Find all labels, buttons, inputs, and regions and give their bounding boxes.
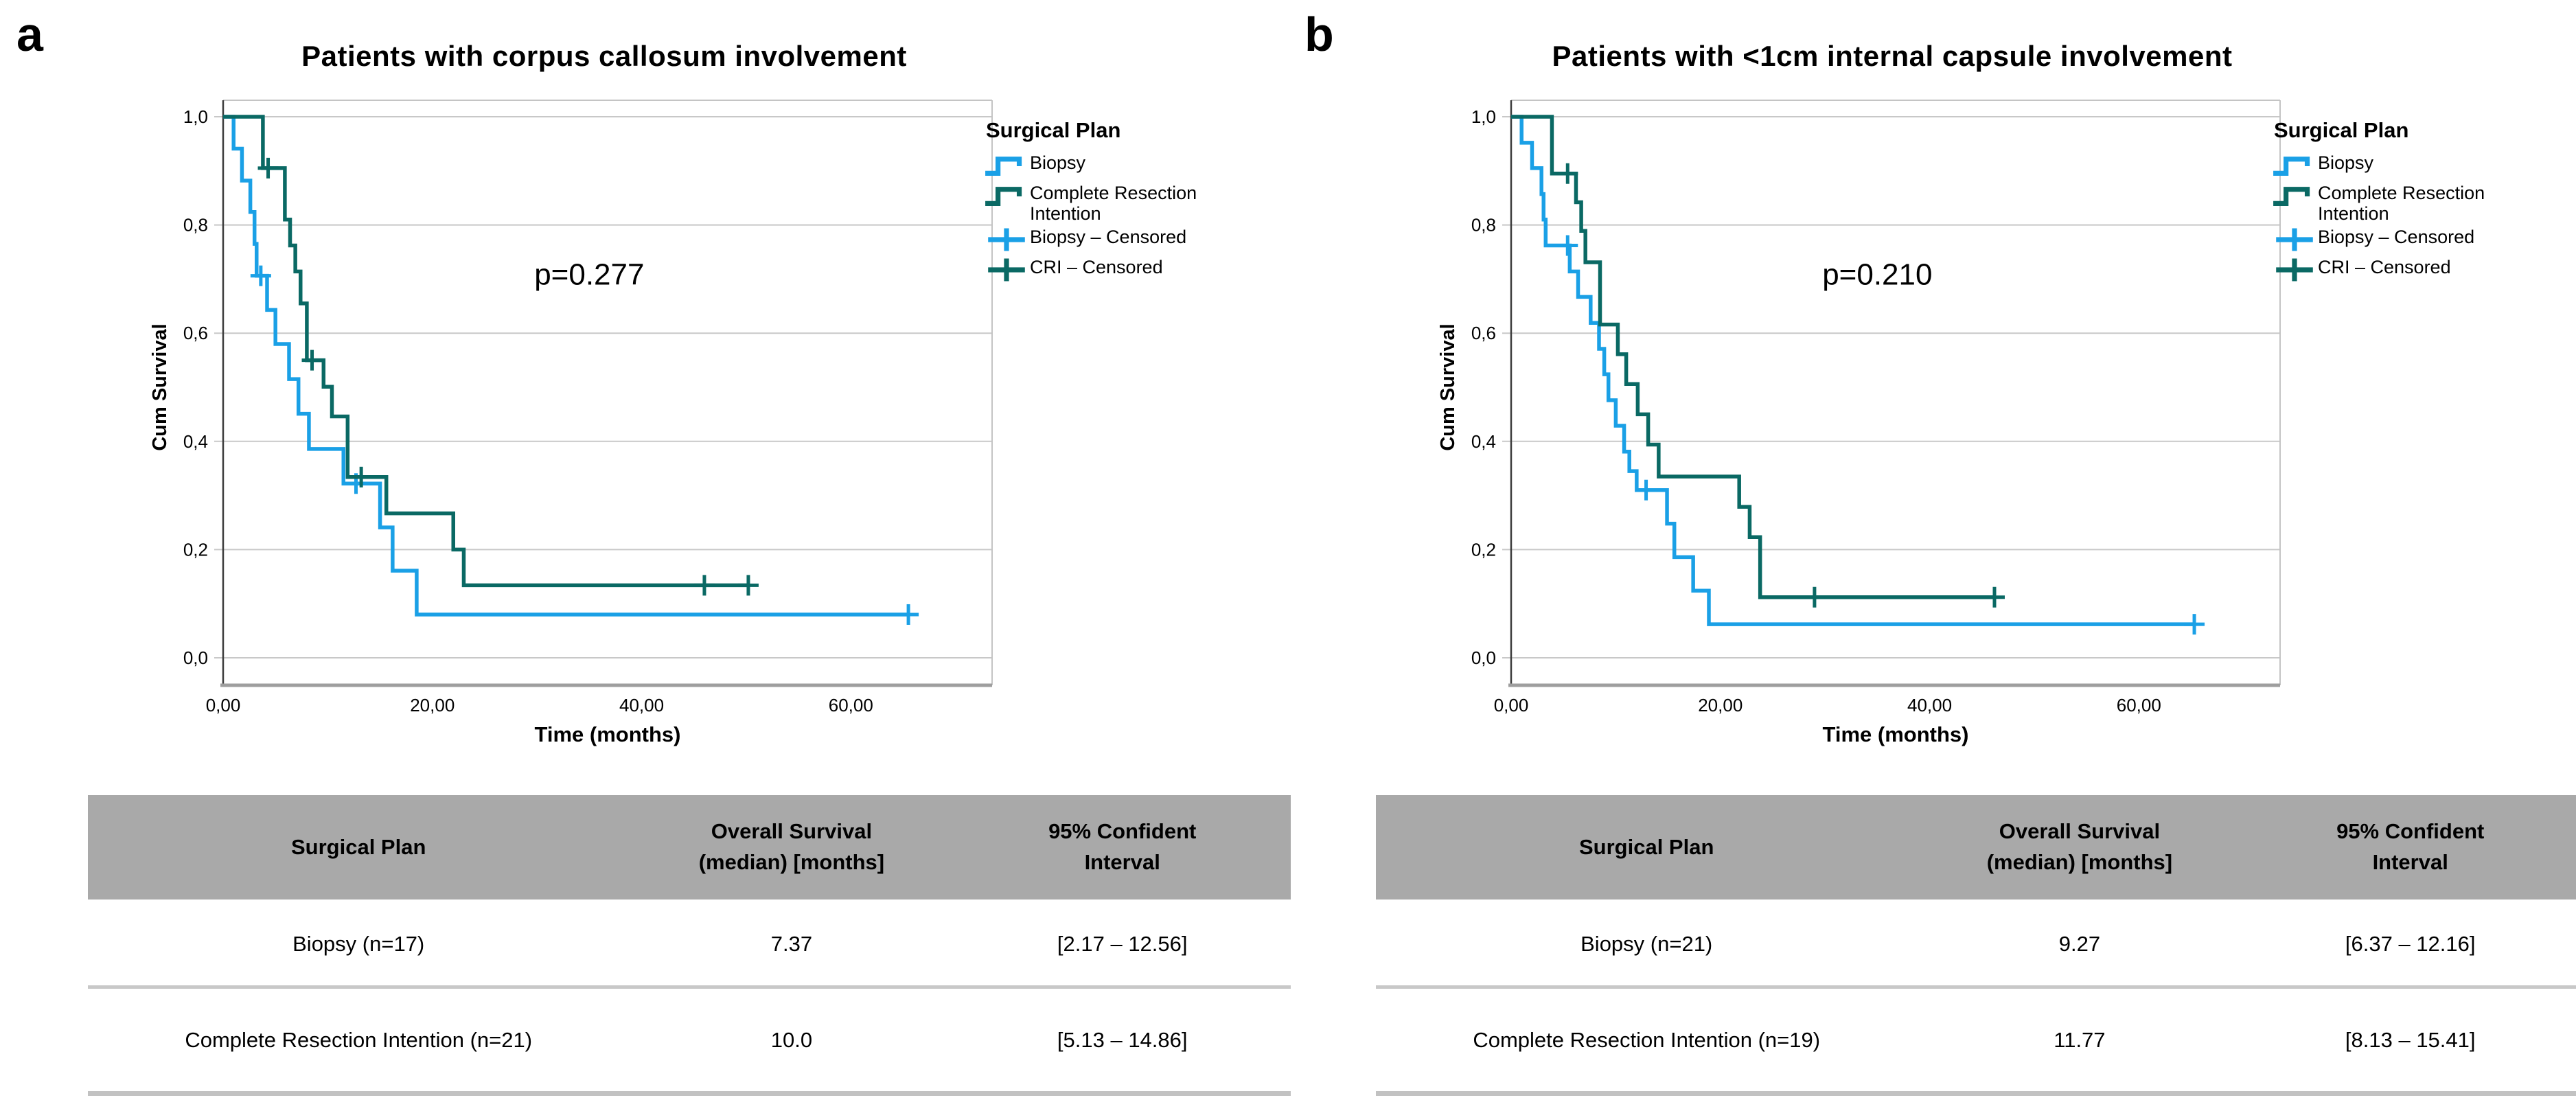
header-confidence-interval: 95% Confident Interval xyxy=(954,795,1291,902)
y-tick-label: 0,8 xyxy=(1471,215,1496,236)
km-chart-b: 0,0 0,2 0,4 0,6 0,8 1,0 0,00 20,00 40,00 60,00 Tim… xyxy=(1437,100,2281,746)
km-curve xyxy=(223,115,909,617)
km-curve xyxy=(1511,115,2195,626)
x-tick-label: 20,00 xyxy=(1698,695,1743,715)
legend-item-cri: Complete Resection Intention xyxy=(983,183,1278,224)
legend-item-biopsy: Biopsy xyxy=(983,152,1278,180)
x-tick-label: 0,00 xyxy=(206,695,241,715)
panel-b: b Patients with <1cm internal capsule in… xyxy=(1288,0,2576,1100)
x-tick-label: 0,00 xyxy=(1494,695,1529,715)
table-row-cri: Complete Resection Intention (n=21) 10.0… xyxy=(88,985,1291,1094)
header-confidence-interval: 95% Confident Interval xyxy=(2242,795,2576,902)
x-tick-label: 20,00 xyxy=(410,695,455,715)
cell-plan: Complete Resection Intention (n=19) xyxy=(1376,985,1918,1094)
panel-a: a Patients with corpus callosum involvem… xyxy=(16,8,1291,1096)
km-chart-a: 0,0 0,2 0,4 0,6 0,8 1,0 0,00 20,00 40,00 60,00 Tim… xyxy=(149,100,993,746)
y-tick-label: 0,0 xyxy=(1471,648,1496,668)
cell-median-os: 10.0 xyxy=(629,985,954,1094)
biopsy-censored-plus-icon xyxy=(2276,228,2313,251)
table-header-row: Surgical Plan Overall Survival (median) … xyxy=(1376,795,2576,902)
x-tick-label: 60,00 xyxy=(829,695,873,715)
cell-ci: [5.13 – 14.86] xyxy=(954,985,1291,1094)
legend-item-label: Complete Resection Intention xyxy=(1030,183,1197,225)
y-axis-title: Cum Survival xyxy=(1437,323,1459,450)
cri-censored-plus-icon xyxy=(2276,258,2313,282)
panel-a-chart-title: Patients with corpus callosum involvemen… xyxy=(301,40,907,72)
biopsy-step-line-icon xyxy=(2273,157,2310,176)
legend-a: Surgical Plan Biopsy Complete Resection … xyxy=(983,118,1278,287)
x-tick-label: 40,00 xyxy=(1907,695,1952,715)
survival-table-a: Surgical Plan Overall Survival (median) … xyxy=(88,795,1291,1096)
cell-ci: [6.37 – 12.16] xyxy=(2242,900,2576,987)
header-overall-survival: Overall Survival (median) [months] xyxy=(629,795,954,902)
legend-item-label: CRI – Censored xyxy=(2318,257,2451,278)
legend-item-biopsy-censored: Biopsy – Censored xyxy=(983,227,1278,254)
legend-b: Surgical Plan Biopsy Complete Resection … xyxy=(2271,118,2566,287)
x-axis-title: Time (months) xyxy=(535,722,681,746)
cell-ci: [2.17 – 12.56] xyxy=(954,900,1291,987)
y-tick-label: 0,6 xyxy=(183,323,208,343)
panel-a-letter: a xyxy=(16,8,43,61)
legend-item-label: Biopsy xyxy=(1030,152,1086,173)
cell-plan: Complete Resection Intention (n=21) xyxy=(88,985,630,1094)
km-curve xyxy=(223,115,748,588)
header-surgical-plan: Surgical Plan xyxy=(1376,795,1918,902)
legend-item-label: Complete Resection Intention xyxy=(2318,183,2485,225)
legend-item-cri: Complete Resection Intention xyxy=(2271,183,2566,224)
y-tick-label: 0,2 xyxy=(1471,539,1496,560)
y-tick-label: 0,8 xyxy=(183,215,208,236)
p-value-annotation: p=0.210 xyxy=(1822,257,1932,291)
table-row-cri: Complete Resection Intention (n=19) 11.7… xyxy=(1376,985,2576,1094)
x-tick-label: 60,00 xyxy=(2117,695,2161,715)
legend-title: Surgical Plan xyxy=(986,118,1121,142)
legend-item-label: Biopsy xyxy=(2318,152,2374,173)
cri-censored-plus-icon xyxy=(988,258,1025,282)
y-tick-label: 0,2 xyxy=(183,539,208,560)
p-value-annotation: p=0.277 xyxy=(534,257,644,291)
cell-median-os: 7.37 xyxy=(629,900,954,987)
cell-ci: [8.13 – 15.41] xyxy=(2242,985,2576,1094)
x-axis-title: Time (months) xyxy=(1823,722,1969,746)
biopsy-censored-plus-icon xyxy=(988,228,1025,251)
y-tick-label: 1,0 xyxy=(183,106,208,127)
panel-b-letter: b xyxy=(1304,8,1334,61)
legend-item-cri-censored: CRI – Censored xyxy=(983,257,1278,284)
y-tick-label: 0,6 xyxy=(1471,323,1496,343)
legend-title: Surgical Plan xyxy=(2274,118,2409,142)
table-row-biopsy: Biopsy (n=17) 7.37 [2.17 – 12.56] xyxy=(88,900,1291,987)
table-header-row: Surgical Plan Overall Survival (median) … xyxy=(88,795,1291,902)
x-tick-label: 40,00 xyxy=(619,695,664,715)
legend-item-cri-censored: CRI – Censored xyxy=(2271,257,2566,284)
y-tick-label: 0,4 xyxy=(1471,431,1496,452)
y-tick-label: 1,0 xyxy=(1471,106,1496,127)
header-surgical-plan: Surgical Plan xyxy=(88,795,630,902)
cell-plan: Biopsy (n=17) xyxy=(88,900,630,987)
table-row-biopsy: Biopsy (n=21) 9.27 [6.37 – 12.16] xyxy=(1376,900,2576,987)
y-tick-label: 0,4 xyxy=(183,431,208,452)
cri-step-line-icon xyxy=(985,187,1022,206)
header-overall-survival: Overall Survival (median) [months] xyxy=(1917,795,2242,902)
y-axis-title: Cum Survival xyxy=(149,323,171,450)
biopsy-step-line-icon xyxy=(985,157,1022,176)
panel-b-chart-title: Patients with <1cm internal capsule invo… xyxy=(1552,40,2233,72)
cell-plan: Biopsy (n=21) xyxy=(1376,900,1918,987)
legend-item-biopsy: Biopsy xyxy=(2271,152,2566,180)
cri-step-line-icon xyxy=(2273,187,2310,206)
legend-item-label: Biopsy – Censored xyxy=(2318,227,2475,248)
y-tick-label: 0,0 xyxy=(183,648,208,668)
legend-item-biopsy-censored: Biopsy – Censored xyxy=(2271,227,2566,254)
cell-median-os: 11.77 xyxy=(1917,985,2242,1094)
survival-table-b: Surgical Plan Overall Survival (median) … xyxy=(1376,795,2576,1096)
legend-item-label: Biopsy – Censored xyxy=(1030,227,1187,248)
cell-median-os: 9.27 xyxy=(1917,900,2242,987)
legend-item-label: CRI – Censored xyxy=(1030,257,1163,278)
km-curve xyxy=(1511,115,1994,599)
